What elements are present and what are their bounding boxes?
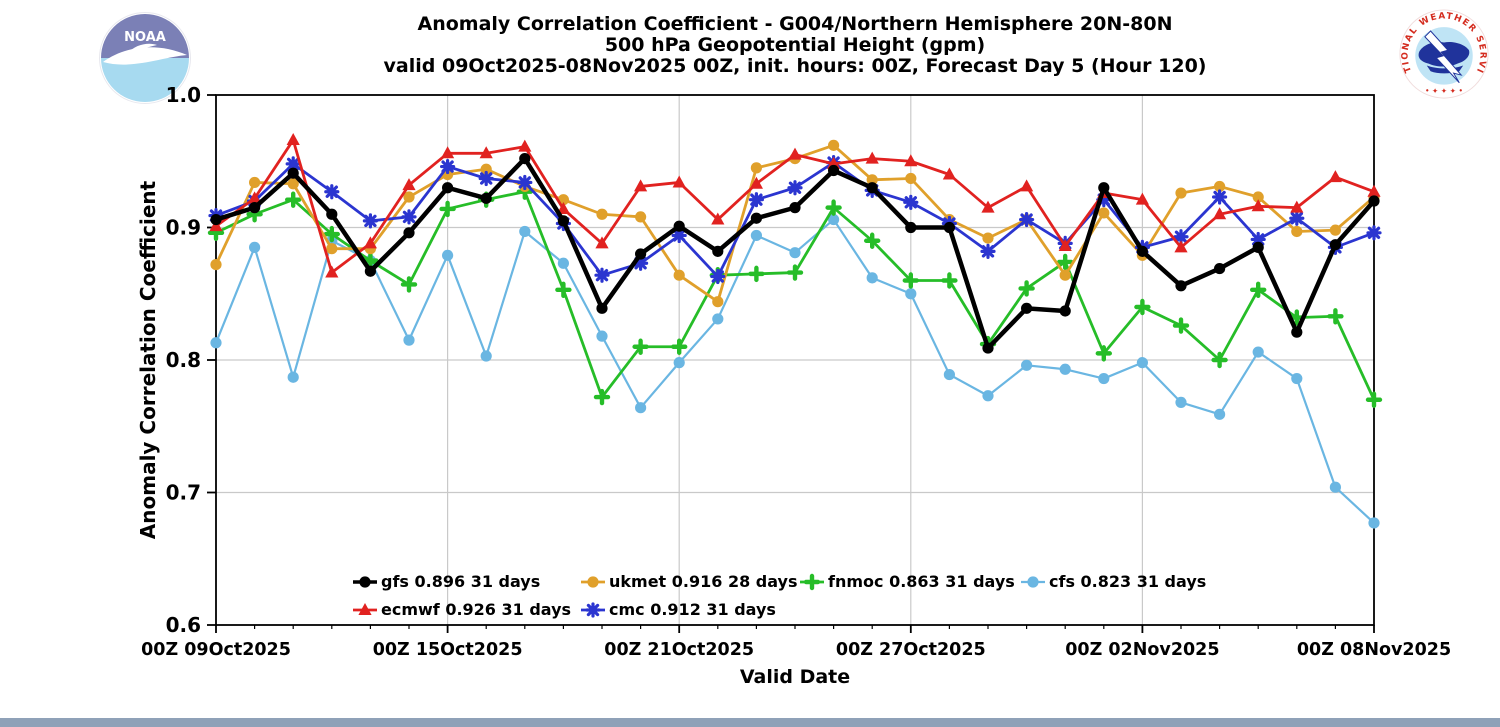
x-tick-label: 00Z 02Nov2025: [1065, 640, 1219, 660]
legend-label-ukmet: ukmet 0.916 28 days: [609, 572, 798, 591]
legend-label-gfs: gfs 0.896 31 days: [381, 572, 541, 591]
plot-frame: [215, 94, 1375, 626]
x-tick-label: 00Z 09Oct2025: [141, 640, 291, 660]
legend-item-ukmet: ukmet 0.916 28 days: [580, 572, 798, 591]
noaa-logo-text: NOAA: [124, 30, 166, 45]
x-tick-label: 00Z 15Oct2025: [373, 640, 523, 660]
y-tick-label: 0.7: [166, 481, 201, 505]
legend-label-cmc: cmc 0.912 31 days: [609, 600, 776, 619]
y-axis-title: Anomaly Correlation Coefficient: [136, 180, 160, 540]
nws-logo: NATIONAL WEATHER SERVICE • ✦ ✦ ✦ •: [1394, 1, 1490, 104]
legend-marker-gfs: [353, 575, 377, 588]
series-gfs: [210, 153, 1380, 354]
legend-item-ecmwf: ecmwf 0.926 31 days: [352, 600, 571, 619]
legend-marker-fnmoc: [800, 573, 824, 590]
legend-label-ecmwf: ecmwf 0.926 31 days: [381, 600, 572, 619]
legend-item-fnmoc: fnmoc 0.863 31 days: [799, 572, 1015, 591]
x-tick-label: 00Z 08Nov2025: [1297, 640, 1451, 660]
y-tick-label: 0.8: [166, 348, 201, 372]
y-tick-label: 0.6: [166, 613, 201, 637]
y-tick-label: 1.0: [166, 83, 201, 107]
x-tick-label: 00Z 21Oct2025: [604, 640, 754, 660]
legend-marker-ukmet: [581, 575, 605, 588]
x-axis-title: Valid Date: [739, 666, 851, 688]
legend-marker-ecmwf: [353, 602, 377, 615]
title-line-3: valid 09Oct2025-08Nov2025 00Z, init. hou…: [383, 55, 1207, 77]
chart-titles: Anomaly Correlation Coefficient - G004/N…: [216, 14, 1374, 77]
legend-item-cmc: cmc 0.912 31 days: [580, 600, 776, 619]
legend-item-cfs: cfs 0.823 31 days: [1020, 572, 1206, 591]
series-ukmet: [210, 139, 1380, 308]
bottom-bar: [0, 718, 1500, 727]
title-line-2: 500 hPa Geopotential Height (gpm): [604, 34, 986, 56]
x-tick-label: 00Z 27Oct2025: [836, 640, 986, 660]
noaa-logo-image: NOAA: [99, 12, 191, 104]
title-line-1: Anomaly Correlation Coefficient - G004/N…: [417, 13, 1173, 35]
series-cfs: [210, 213, 1380, 529]
y-tick-label: 0.9: [166, 216, 201, 240]
series-ecmwf: [209, 133, 1381, 278]
nws-stars: • ✦ ✦ ✦ •: [1425, 86, 1463, 95]
legend-label-fnmoc: fnmoc 0.863 31 days: [828, 572, 1015, 591]
nws-logo-image: NATIONAL WEATHER SERVICE • ✦ ✦ ✦ •: [1394, 1, 1489, 99]
legend-item-gfs: gfs 0.896 31 days: [352, 572, 540, 591]
noaa-logo: NOAA: [97, 10, 193, 110]
legend-label-cfs: cfs 0.823 31 days: [1049, 572, 1207, 591]
legend-marker-cmc: [581, 601, 605, 618]
legend-marker-cfs: [1021, 575, 1045, 588]
